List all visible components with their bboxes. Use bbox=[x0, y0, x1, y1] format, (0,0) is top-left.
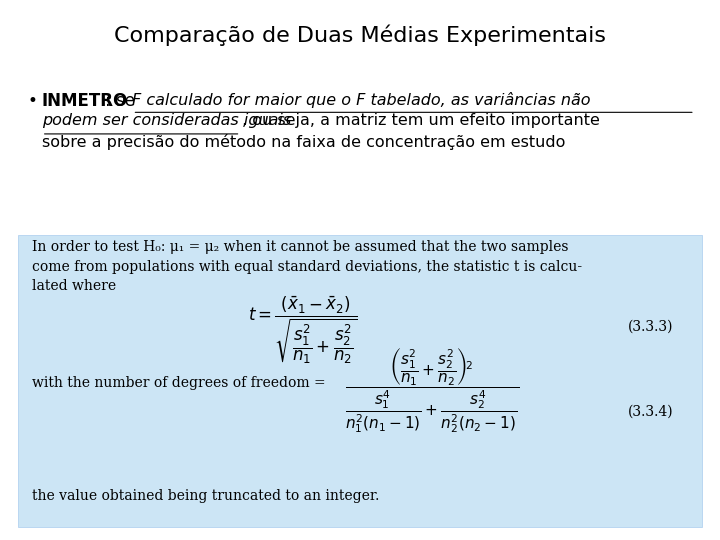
Text: (3.3.3): (3.3.3) bbox=[628, 320, 673, 334]
FancyBboxPatch shape bbox=[18, 235, 702, 526]
Text: INMETRO: INMETRO bbox=[42, 92, 128, 110]
Text: F calculado for maior que o F tabelado, as variâncias não: F calculado for maior que o F tabelado, … bbox=[132, 92, 591, 108]
Text: In order to test H₀: μ₁ = μ₂ when it cannot be assumed that the two samples: In order to test H₀: μ₁ = μ₂ when it can… bbox=[32, 240, 569, 254]
Text: come from populations with equal standard deviations, the statistic t is calcu-: come from populations with equal standar… bbox=[32, 260, 582, 274]
Text: : se: : se bbox=[105, 92, 140, 110]
Text: Comparação de Duas Médias Experimentais: Comparação de Duas Médias Experimentais bbox=[114, 24, 606, 46]
Text: (3.3.4): (3.3.4) bbox=[628, 404, 673, 418]
Text: with the number of degrees of freedom =: with the number of degrees of freedom = bbox=[32, 376, 330, 390]
Text: $\dfrac{\left(\dfrac{s_1^2}{n_1} + \dfrac{s_2^2}{n_2}\right)^{\!2}}{\dfrac{s_1^4: $\dfrac{\left(\dfrac{s_1^2}{n_1} + \dfra… bbox=[345, 346, 519, 435]
Text: , ou seja, a matriz tem um efeito importante: , ou seja, a matriz tem um efeito import… bbox=[242, 113, 600, 129]
Text: podem ser consideradas iguais: podem ser consideradas iguais bbox=[42, 113, 291, 129]
Text: the value obtained being truncated to an integer.: the value obtained being truncated to an… bbox=[32, 489, 379, 503]
Text: $t = \dfrac{(\bar{x}_1 - \bar{x}_2)}{\sqrt{\dfrac{s_1^2}{n_1} + \dfrac{s_2^2}{n_: $t = \dfrac{(\bar{x}_1 - \bar{x}_2)}{\sq… bbox=[248, 294, 357, 366]
Text: •: • bbox=[27, 92, 37, 110]
Text: sobre a precisão do método na faixa de concentração em estudo: sobre a precisão do método na faixa de c… bbox=[42, 134, 565, 150]
Text: lated where: lated where bbox=[32, 279, 117, 293]
